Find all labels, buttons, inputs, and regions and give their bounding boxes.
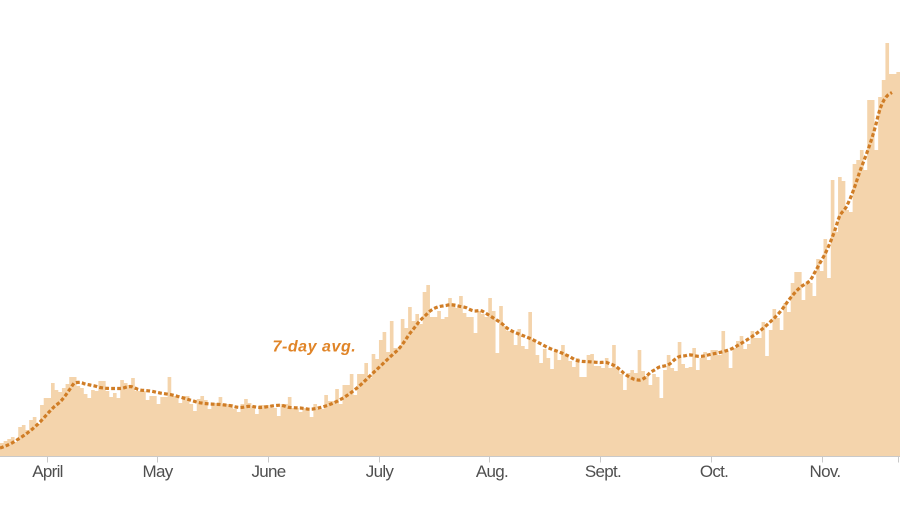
svg-text:Sept.: Sept. [585,462,621,481]
svg-text:July: July [366,462,395,481]
svg-text:Aug.: Aug. [476,462,508,481]
svg-text:May: May [142,462,173,481]
svg-text:June: June [251,462,285,481]
svg-text:Oct.: Oct. [700,462,728,481]
svg-text:7-day avg.: 7-day avg. [273,339,357,356]
svg-text:April: April [32,462,63,481]
svg-text:Nov.: Nov. [810,462,841,481]
